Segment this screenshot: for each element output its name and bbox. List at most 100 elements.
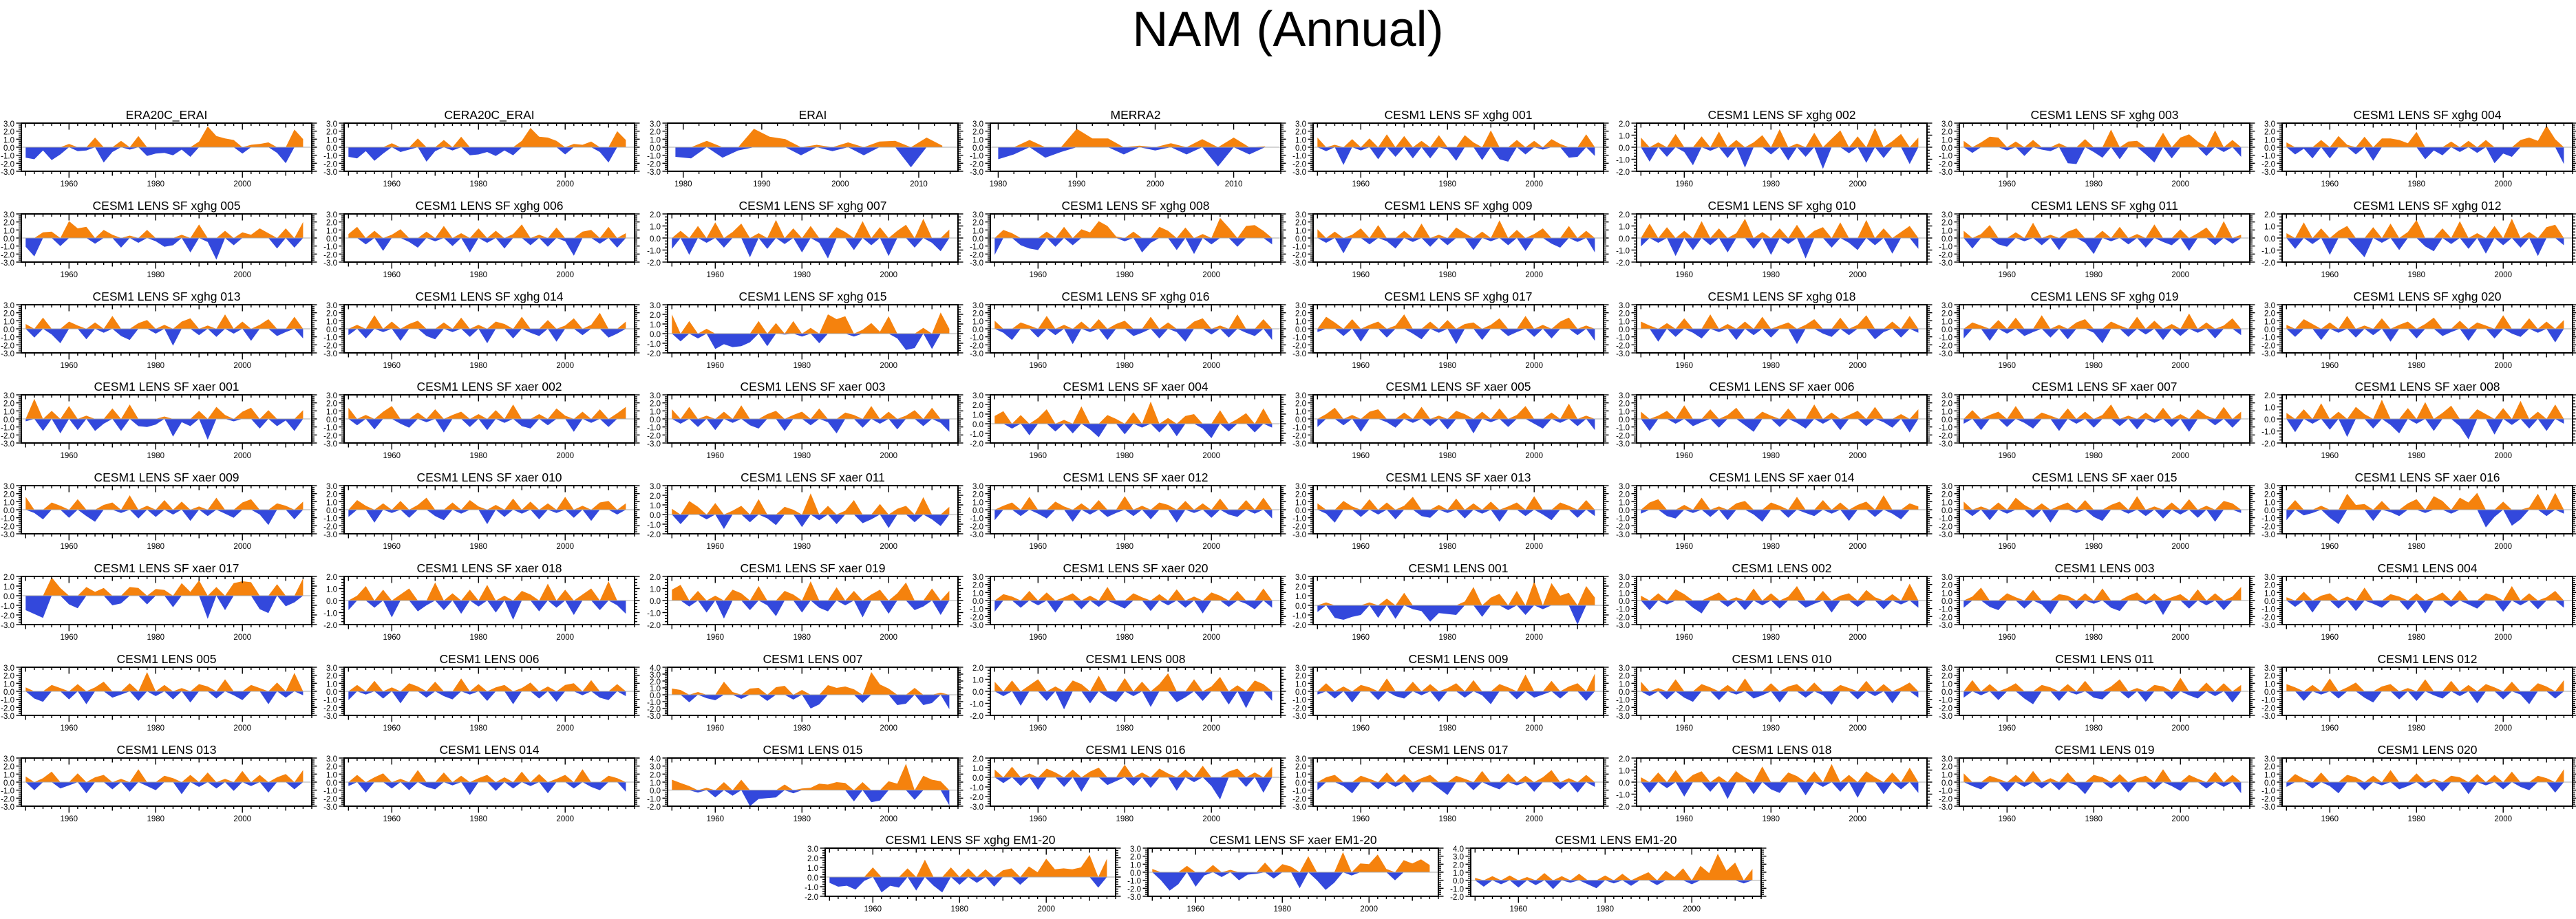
y-tick-label: 4.0 <box>650 664 661 673</box>
x-tick-label: 1960 <box>2321 180 2339 188</box>
subplot-title: CESM1 LENS 005 <box>117 652 217 666</box>
subplot-title: CESM1 LENS 020 <box>2378 743 2478 757</box>
y-tick-label: 3.0 <box>807 845 818 854</box>
negative-anomaly-area <box>2286 147 2564 164</box>
x-tick-label: 1980 <box>1116 271 1133 279</box>
y-tick-label: 3.0 <box>326 120 337 129</box>
subplot-title: CERA20C_ERAI <box>445 108 535 122</box>
subplot-cesm1-lens-sf-xaer-002: CESM1 LENS SF xaer 002 -3.0 -2.0 -1.0 0.0 1.0… <box>323 361 646 460</box>
y-tick-label: 0.0 <box>1295 326 1306 334</box>
x-tick-label: 2000 <box>1849 543 1866 551</box>
subplot-title: CESM1 LENS SF xaer EM1-20 <box>1209 833 1376 847</box>
axis-ticks: -3.0-2.0 -1.00.0 1.02.0 1960 1980 2000 <box>970 755 1286 823</box>
axis-ticks: -3.0-2.0-1.00.01.02.03.0 1960 1980 2000 <box>2261 574 2576 642</box>
y-tick-label: 2.0 <box>326 672 337 680</box>
y-tick-label: -1.0 <box>1 334 14 342</box>
y-tick-label: 1.0 <box>1453 869 1464 878</box>
x-tick-label: 2000 <box>557 815 575 823</box>
subplot-cesm1-lens-sf-xaer-006: CESM1 LENS SF xaer 006 -3.0 -2.0 -1.0 0.0 1.0… <box>1615 361 1938 460</box>
positive-anomaly-area <box>348 128 626 147</box>
axis-ticks: -3.0-2.0-1.00.01.02.03.0 1960 1980 2000 <box>1 392 317 460</box>
x-tick-label: 2000 <box>880 815 897 823</box>
y-tick-label: 1.0 <box>650 321 661 329</box>
x-tick-label: 1980 <box>1762 452 1780 460</box>
x-tick-label: 1960 <box>60 634 78 642</box>
x-tick-label: 1960 <box>383 180 401 188</box>
subplot-cesm1-lens-sf-xaer-007: CESM1 LENS SF xaer 007 -3.0 -2.0 -1.0 0.0 1.0… <box>1938 361 2261 460</box>
plot-frame <box>1635 122 1928 172</box>
subplot-title: CESM1 LENS 003 <box>2054 561 2154 575</box>
x-tick-label: 2000 <box>1526 452 1544 460</box>
positive-anomaly-area <box>25 399 304 420</box>
plot-frame <box>1958 666 2250 716</box>
positive-anomaly-area <box>671 218 949 238</box>
negative-anomaly-area <box>348 510 626 525</box>
x-tick-label: 2000 <box>233 180 251 188</box>
x-tick-label: 2000 <box>233 452 251 460</box>
subplot-cesm1-lens-sf-xghg-016: CESM1 LENS SF xghg 016 -3.0 -2.0 -1.0 0.0 1.0… <box>969 271 1292 370</box>
positive-anomaly-area <box>25 495 304 510</box>
subplot-cesm1-lens-sf-xaer-018: CESM1 LENS SF xaer 018 -2.0 -1.0 0.0 1.0 2.0 1… <box>323 543 646 642</box>
y-tick-label: 1.0 <box>1295 318 1306 326</box>
subplot-title: CESM1 LENS SF xaer 013 <box>1386 471 1531 484</box>
positive-anomaly-area <box>348 581 626 601</box>
x-tick-label: 1960 <box>1675 724 1693 733</box>
x-tick-label: 1980 <box>1116 724 1133 733</box>
y-tick-label: -1.0 <box>1292 787 1306 795</box>
y-tick-label: 1.0 <box>1295 680 1306 689</box>
y-tick-label: 0.0 <box>1619 689 1630 697</box>
negative-anomaly-area <box>348 419 626 433</box>
x-tick-label: 1980 <box>2085 362 2103 370</box>
x-tick-label: 1980 <box>1762 271 1780 279</box>
y-tick-label: -2.0 <box>970 523 983 532</box>
x-tick-label: 1980 <box>1439 180 1457 188</box>
y-tick-label: -3.0 <box>1 622 14 630</box>
y-tick-label: 3.0 <box>2264 574 2275 582</box>
negative-anomaly-area <box>25 237 304 260</box>
y-tick-label: 1.0 <box>972 590 983 598</box>
y-tick-label: 0.0 <box>1295 416 1306 424</box>
subplot-cesm1-lens-sf-xaer-017: CESM1 LENS SF xaer 017 -3.0 -2.0 -1.0 0.0 1.0… <box>0 543 323 642</box>
plot-frame <box>1312 757 1605 807</box>
x-tick-label: 1960 <box>383 362 401 370</box>
x-tick-label: 1960 <box>60 452 78 460</box>
y-tick-label: 3.0 <box>972 120 983 129</box>
y-tick-label: 1.0 <box>326 136 337 144</box>
x-tick-label: 1960 <box>383 815 401 823</box>
plot-frame <box>21 576 312 625</box>
y-tick-label: 2.0 <box>1619 672 1630 680</box>
x-tick-label: 2000 <box>1360 905 1378 913</box>
x-tick-label: 1980 <box>793 724 811 733</box>
subplot-cesm1-lens-013: CESM1 LENS 013 -3.0 -2.0 -1.0 0.0 1.0 2.0 3.0 19… <box>0 724 323 823</box>
y-tick-label: 1.0 <box>1941 771 1952 779</box>
y-tick-label: -2.0 <box>1939 795 1952 803</box>
y-tick-label: 3.0 <box>3 392 14 400</box>
subplot-title: CESM1 LENS 008 <box>1085 652 1185 666</box>
y-tick-label: 3.0 <box>650 302 661 310</box>
negative-anomaly-area <box>1475 880 1753 889</box>
plot-frame <box>989 666 1281 716</box>
subplot-cesm1-lens-018: CESM1 LENS 018 -2.0 -1.0 0.0 1.0 2.0 1960 1980 2… <box>1615 724 1938 823</box>
negative-anomaly-area <box>1317 147 1595 165</box>
y-tick-label: 3.0 <box>1941 755 1952 764</box>
axis-ticks: -3.0-2.0-1.00.01.02.03.0 1960 1980 2000 <box>1292 664 1609 733</box>
y-tick-label: 0.0 <box>1941 144 1952 153</box>
subplot-cesm1-lens-005: CESM1 LENS 005 -3.0 -2.0 -1.0 0.0 1.0 2.0 3.0 19… <box>0 634 323 733</box>
x-tick-label: 1960 <box>60 543 78 551</box>
y-tick-label: 0.0 <box>326 416 337 424</box>
y-tick-label: -2.0 <box>1292 704 1306 713</box>
y-tick-label: -2.0 <box>1 612 14 620</box>
plot-frame <box>1635 303 1928 354</box>
subplot-cesm1-lens-007: CESM1 LENS 007 -3.0 -2.0 -1.0 0.0 1.0 2.0 3.0 4.… <box>646 634 969 733</box>
y-tick-label: -2.0 <box>1939 433 1952 441</box>
subplot-title: CESM1 LENS SF xaer 006 <box>1709 380 1854 393</box>
positive-anomaly-area <box>1317 220 1595 238</box>
y-tick-label: -1.0 <box>1616 606 1630 614</box>
x-tick-label: 1960 <box>1029 452 1047 460</box>
positive-anomaly-area <box>671 493 949 515</box>
subplot-canvas-cesm1-lens-sf-xaer-015: CESM1 LENS SF xaer 015-3.0-2.0-1.00.01.0… <box>1939 471 2255 551</box>
x-tick-label: 2000 <box>2171 452 2189 460</box>
x-tick-label: 1980 <box>1762 724 1780 733</box>
positive-anomaly-area <box>348 768 626 782</box>
x-tick-label: 1980 <box>989 180 1007 188</box>
